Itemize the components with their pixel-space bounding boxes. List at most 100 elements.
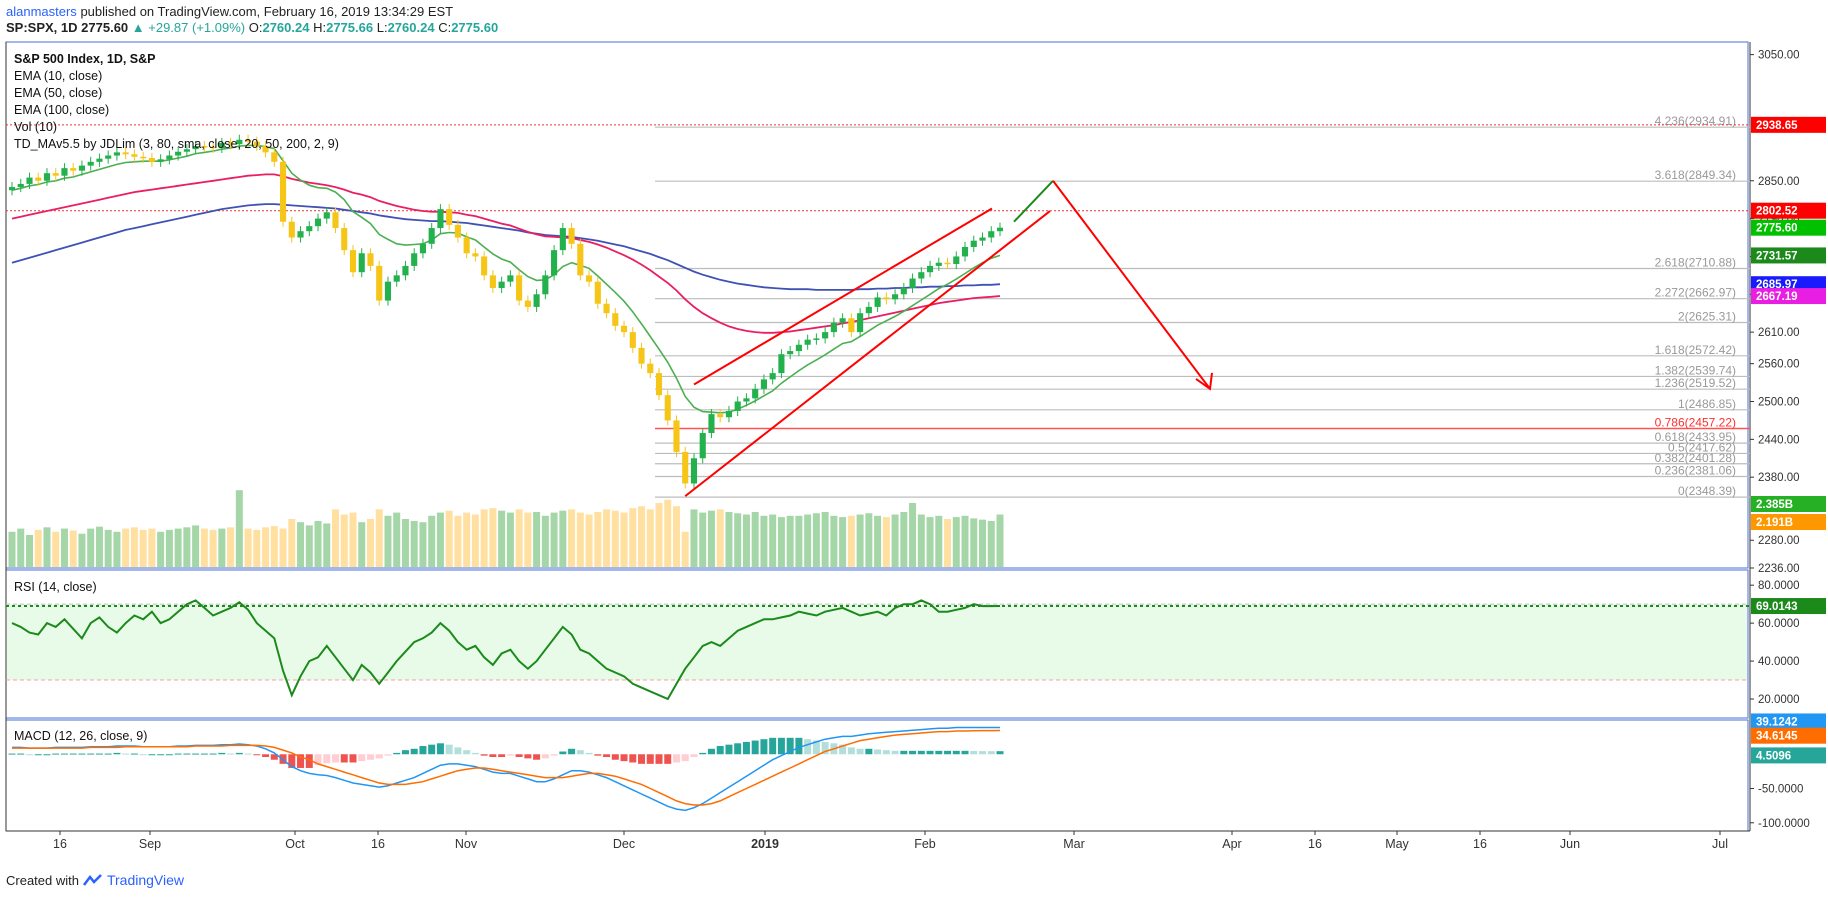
volume-bar [699, 512, 707, 567]
time-tick-label: May [1385, 837, 1409, 851]
volume-bar [681, 531, 689, 567]
main-legend: S&P 500 Index, 1D, S&P EMA (10, close) E… [14, 51, 339, 153]
volume-bar [384, 515, 392, 567]
volume-bar [952, 517, 960, 567]
macd-histogram-bar [52, 753, 60, 755]
candle-body [463, 237, 470, 254]
legend-ema50[interactable]: EMA (50, close) [14, 86, 103, 100]
macd-legend[interactable]: MACD (12, 26, close, 9) [14, 729, 148, 743]
candle-body [979, 237, 986, 241]
volume-bar [218, 528, 226, 567]
legend-ema100[interactable]: EMA (100, close) [14, 103, 110, 117]
macd-badge [1751, 747, 1826, 764]
volume-bar [979, 519, 987, 567]
volume-bar [742, 514, 750, 567]
candle-body [17, 183, 24, 188]
price-badge [1751, 288, 1826, 305]
ema10-line [11, 144, 1001, 414]
macd-histogram-bar [480, 754, 488, 756]
candle-body [612, 313, 619, 326]
candle-body [568, 228, 575, 244]
candle-body [760, 379, 767, 389]
ema50-line [11, 173, 1001, 334]
candle-body [411, 253, 418, 266]
candle-body [140, 156, 147, 159]
volume-bar [428, 515, 436, 567]
price-badge-label: 2802.52 [1756, 206, 1798, 218]
channel-upper-line [693, 207, 993, 386]
macd-histogram-bar [909, 750, 917, 755]
volume-bar [909, 503, 917, 567]
candle-body [524, 300, 531, 307]
candle-body [70, 168, 77, 171]
macd-histogram-bar [436, 743, 444, 755]
macd-histogram-bar [716, 746, 724, 755]
tradingview-link[interactable]: TradingView [106, 872, 185, 888]
macd-histogram-bar [323, 754, 331, 764]
volume-bar [104, 529, 112, 567]
macd-histogram-bar [471, 752, 479, 755]
volume-bar [375, 509, 383, 567]
volume-bar [279, 528, 287, 567]
legend-ema10[interactable]: EMA (10, close) [14, 69, 103, 83]
macd-histogram-bar [349, 754, 357, 763]
macd-histogram-bar [314, 754, 322, 766]
macd-histogram-bar [498, 754, 506, 757]
macd-histogram-bar [17, 753, 25, 755]
fib-level-label: 0.786(2457.22) [1655, 415, 1736, 429]
price-change: ▲ +29.87 (+1.09%) [131, 20, 246, 35]
macd-histogram-bar [891, 750, 899, 755]
volume-bar [594, 511, 602, 567]
macd-histogram-bar [375, 754, 383, 759]
macd-histogram-bar [235, 752, 243, 755]
macd-histogram-bar [104, 753, 112, 755]
candle-body [314, 218, 322, 227]
legend-title[interactable]: S&P 500 Index, 1D, S&P [14, 52, 156, 66]
volume-bar [323, 523, 331, 567]
author-link[interactable]: alanmasters [6, 4, 77, 19]
rsi-badge [1751, 598, 1826, 615]
rsi-band [7, 604, 1747, 681]
volume-bar [935, 515, 943, 567]
macd-histogram-bar [559, 751, 567, 755]
candle-body [96, 158, 103, 162]
candle-body [507, 275, 514, 282]
fib-level-label: 1.382(2539.74) [1655, 363, 1736, 377]
macd-histogram-bar [944, 750, 952, 755]
symbol-label: SP:SPX, 1D [6, 20, 78, 35]
price-badge [1751, 247, 1826, 264]
macd-histogram-bar [428, 744, 436, 755]
volume-bar [821, 511, 829, 567]
volume-bar [113, 531, 121, 567]
rsi-legend[interactable]: RSI (14, close) [14, 580, 97, 594]
macd-histogram-bar [174, 753, 182, 755]
candle-body [218, 142, 225, 148]
candle-body [428, 228, 435, 244]
volume-bar [576, 512, 584, 567]
volume-bar [43, 527, 51, 567]
volume-bar [332, 509, 340, 567]
price-tick-label: 3050.00 [1758, 50, 1800, 62]
candle-body [61, 168, 68, 176]
candle-body [822, 332, 829, 339]
volume-bar [358, 522, 366, 567]
fib-level-label: 2.618(2710.88) [1655, 255, 1736, 269]
macd-histogram-bar [463, 750, 471, 755]
macd-histogram-bar [454, 747, 462, 755]
macd-histogram-bar [506, 754, 514, 756]
close-label: C: [438, 20, 452, 35]
volume-bar [297, 522, 305, 567]
volume-bar [305, 525, 313, 567]
macd-histogram-bar [699, 752, 707, 755]
macd-histogram-bar [410, 748, 418, 755]
macd-histogram-bar [489, 754, 497, 757]
legend-td[interactable]: TD_MAv5.5 by JDLim (3, 80, sma, close, 2… [14, 137, 339, 151]
macd-histogram-bar [25, 754, 33, 756]
candle-body [516, 275, 523, 301]
volume-bar [165, 529, 173, 567]
volume-bar [987, 520, 995, 567]
macd-histogram-bar [751, 740, 759, 755]
volume-bar [900, 511, 908, 567]
legend-volume[interactable]: Vol (10) [14, 120, 58, 134]
